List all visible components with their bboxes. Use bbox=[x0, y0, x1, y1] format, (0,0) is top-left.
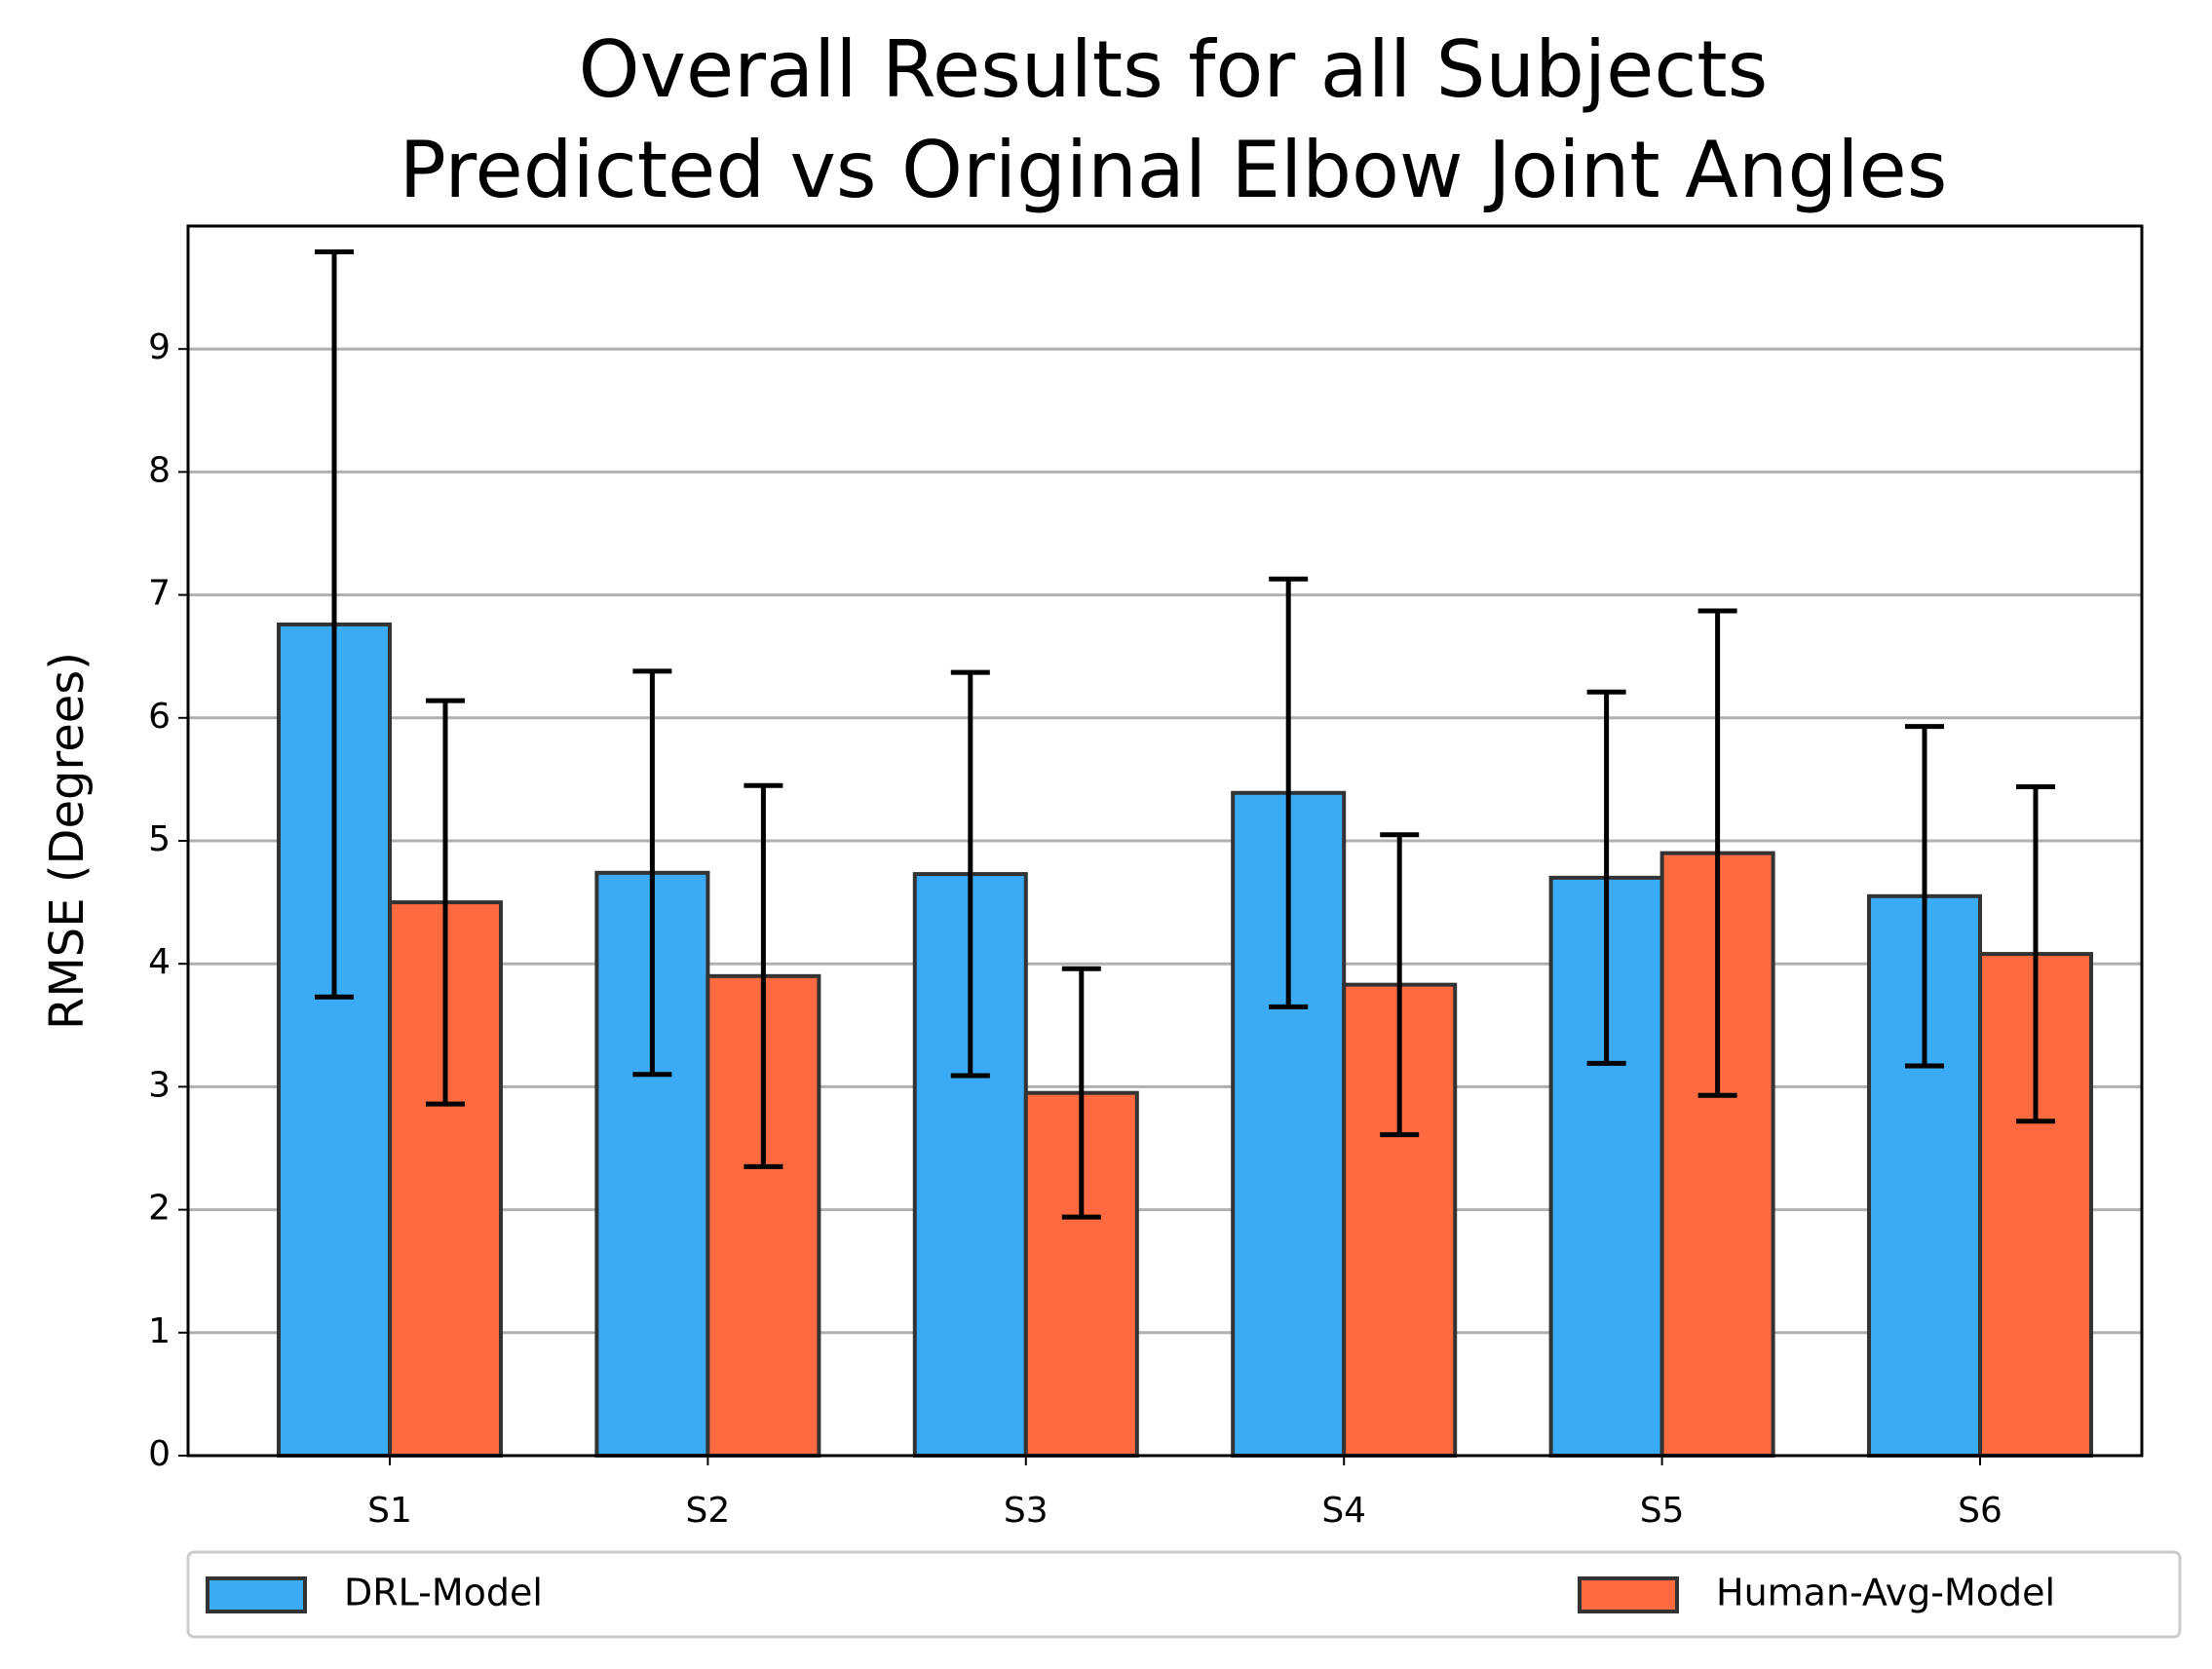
y-tick-label: 5 bbox=[148, 819, 171, 859]
error-bar bbox=[1061, 966, 1101, 1220]
x-tick-label: S4 bbox=[1321, 1491, 1366, 1531]
y-tick-label: 7 bbox=[148, 574, 171, 614]
chart-title: Overall Results for all Subjects bbox=[579, 24, 1769, 115]
x-tick-label: S3 bbox=[1004, 1491, 1049, 1531]
error-bar bbox=[1697, 608, 1737, 1098]
error-bar bbox=[426, 698, 465, 1107]
legend-label: DRL-Model bbox=[344, 1572, 543, 1614]
x-tick-label: S2 bbox=[686, 1491, 731, 1531]
y-axis-label: RMSE (Degrees) bbox=[40, 652, 95, 1030]
y-tick-label: 0 bbox=[148, 1434, 171, 1474]
error-bar bbox=[1905, 724, 1944, 1069]
legend-box bbox=[186, 1550, 2182, 1639]
y-tick-label: 2 bbox=[148, 1189, 171, 1229]
x-tick-label: S6 bbox=[1958, 1491, 2002, 1531]
y-tick-label: 9 bbox=[148, 327, 171, 367]
error-bar bbox=[632, 668, 672, 1078]
legend-swatch bbox=[206, 1576, 307, 1613]
y-tick-label: 1 bbox=[148, 1311, 171, 1351]
error-bar bbox=[1269, 576, 1309, 1009]
bar bbox=[1867, 893, 1982, 1458]
legend-label: Human-Avg-Model bbox=[1716, 1572, 2055, 1614]
y-tick-label: 4 bbox=[148, 942, 171, 982]
y-tick-label: 3 bbox=[148, 1065, 171, 1105]
error-bar bbox=[744, 782, 783, 1169]
x-tick-label: S1 bbox=[367, 1491, 412, 1531]
error-bar bbox=[950, 669, 990, 1079]
error-bar bbox=[2016, 783, 2055, 1124]
y-tick-label: 8 bbox=[148, 450, 171, 490]
error-bar bbox=[1586, 689, 1626, 1066]
legend-swatch bbox=[1578, 1576, 1679, 1613]
plot-frame bbox=[186, 224, 2144, 1458]
chart-subtitle: Predicted vs Original Elbow Joint Angles bbox=[400, 125, 1948, 215]
error-bar bbox=[315, 249, 354, 1000]
y-tick-label: 6 bbox=[148, 697, 171, 737]
error-bar bbox=[1380, 832, 1420, 1138]
x-tick-label: S5 bbox=[1640, 1491, 1685, 1531]
